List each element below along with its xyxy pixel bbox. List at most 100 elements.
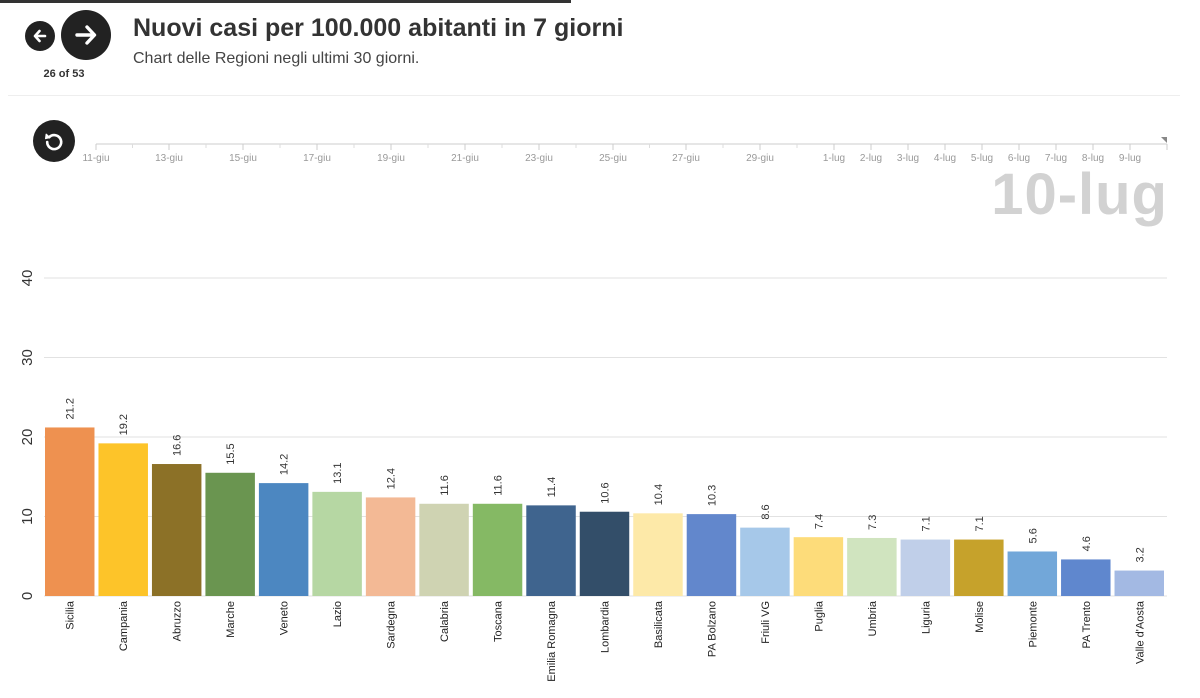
bar xyxy=(954,539,1004,596)
replay-button[interactable] xyxy=(33,120,75,162)
category-label: Lombardia xyxy=(600,600,612,653)
category-label: Basilicata xyxy=(653,600,665,648)
category-label: Sardegna xyxy=(386,600,398,649)
bar xyxy=(526,505,576,596)
bar-value-label: 7.3 xyxy=(867,515,879,530)
bar-value-label: 13.1 xyxy=(332,462,344,483)
bar-value-label: 10.6 xyxy=(600,482,612,503)
bar xyxy=(472,503,523,596)
timeline-label: 15-giu xyxy=(229,153,257,164)
bar xyxy=(151,464,202,596)
category-label: Veneto xyxy=(279,601,291,635)
bar-value-label: 3.2 xyxy=(1134,547,1146,562)
timeline-label: 6-lug xyxy=(1008,153,1030,164)
bar-value-label: 14.2 xyxy=(279,454,291,475)
category-label: Abruzzo xyxy=(172,601,184,641)
category-label: Umbria xyxy=(867,600,879,636)
bar xyxy=(98,443,148,596)
category-label: PA Bolzano xyxy=(706,601,718,657)
bar xyxy=(258,483,309,596)
timeline-label: 7-lug xyxy=(1045,153,1067,164)
category-label: Liguria xyxy=(920,600,932,634)
bar xyxy=(365,497,416,596)
bar-value-label: 11.6 xyxy=(439,475,451,496)
timeline-label: 13-giu xyxy=(155,153,183,164)
bar-value-label: 21.2 xyxy=(65,398,77,419)
category-label: Puglia xyxy=(813,600,825,631)
bar-value-label: 16.6 xyxy=(172,435,184,456)
chart-subtitle: Chart delle Regioni negli ultimi 30 gior… xyxy=(133,50,420,67)
timeline-end-marker xyxy=(1161,137,1167,143)
y-tick-label: 40 xyxy=(19,270,36,287)
category-label: Campania xyxy=(118,600,130,651)
bar-value-label: 8.6 xyxy=(760,504,772,519)
slide-counter: 26 of 53 xyxy=(43,68,85,80)
progress-bar xyxy=(0,0,571,3)
bar xyxy=(847,537,897,596)
timeline-label: 23-giu xyxy=(525,153,553,164)
bar xyxy=(205,472,255,596)
arrow-right-icon xyxy=(75,25,97,45)
replay-icon xyxy=(45,133,63,151)
timeline-label: 5-lug xyxy=(971,153,993,164)
bar xyxy=(793,537,844,596)
category-label: Molise xyxy=(974,601,986,633)
timeline-label: 19-giu xyxy=(377,153,405,164)
header-divider xyxy=(8,95,1180,96)
bar-value-label: 10.4 xyxy=(653,484,665,505)
category-label: Sicilia xyxy=(65,600,77,630)
bar xyxy=(900,539,951,596)
y-tick-label: 20 xyxy=(19,429,36,446)
timeline-label: 17-giu xyxy=(303,153,331,164)
category-label: Lazio xyxy=(332,601,344,627)
arrow-left-icon xyxy=(33,29,47,43)
bar-value-label: 5.6 xyxy=(1027,528,1039,543)
bar xyxy=(312,491,362,596)
category-label: PA Trento xyxy=(1081,601,1093,649)
timeline-label: 3-lug xyxy=(897,153,919,164)
category-label: Calabria xyxy=(439,600,451,642)
timeline-label: 29-giu xyxy=(746,153,774,164)
timeline-label: 9-lug xyxy=(1119,153,1141,164)
bar-value-label: 19.2 xyxy=(118,414,130,435)
current-date-label: 10-lug xyxy=(991,162,1168,227)
category-label: Valle d'Aosta xyxy=(1134,600,1146,664)
next-button[interactable] xyxy=(61,10,111,60)
y-tick-label: 10 xyxy=(19,508,36,525)
bar-value-label: 7.4 xyxy=(813,514,825,529)
timeline-label: 8-lug xyxy=(1082,153,1104,164)
timeline-label: 11-giu xyxy=(82,153,109,164)
category-label: Emilia Romagna xyxy=(546,600,558,682)
previous-button[interactable] xyxy=(25,21,55,51)
bar xyxy=(686,514,737,596)
bar-value-label: 7.1 xyxy=(974,516,986,531)
category-label: Marche xyxy=(225,601,237,638)
bar xyxy=(740,527,790,596)
y-tick-label: 30 xyxy=(19,349,36,366)
category-label: Toscana xyxy=(493,600,505,642)
bar xyxy=(633,513,683,596)
bar-value-label: 4.6 xyxy=(1081,536,1093,551)
bar xyxy=(1007,551,1058,596)
timeline-label: 27-giu xyxy=(672,153,700,164)
chart-title: Nuovi casi per 100.000 abitanti in 7 gio… xyxy=(133,14,624,42)
bar-value-label: 11.4 xyxy=(546,477,558,498)
category-label: Piemonte xyxy=(1027,601,1039,647)
bar-value-label: 10.3 xyxy=(706,485,718,506)
bar xyxy=(1061,559,1111,596)
timeline-label: 25-giu xyxy=(599,153,627,164)
timeline-label: 4-lug xyxy=(934,153,956,164)
bar-value-label: 15.5 xyxy=(225,443,237,464)
bar xyxy=(419,503,469,596)
y-tick-label: 0 xyxy=(19,592,36,600)
bar-value-label: 11.6 xyxy=(493,475,505,496)
bar-value-label: 12.4 xyxy=(386,468,398,489)
category-label: Friuli VG xyxy=(760,601,772,644)
timeline-label: 2-lug xyxy=(860,153,882,164)
bar-value-label: 7.1 xyxy=(920,516,932,531)
bar xyxy=(45,427,95,596)
timeline-label: 21-giu xyxy=(451,153,479,164)
bar xyxy=(1114,570,1164,596)
bar xyxy=(579,511,630,596)
